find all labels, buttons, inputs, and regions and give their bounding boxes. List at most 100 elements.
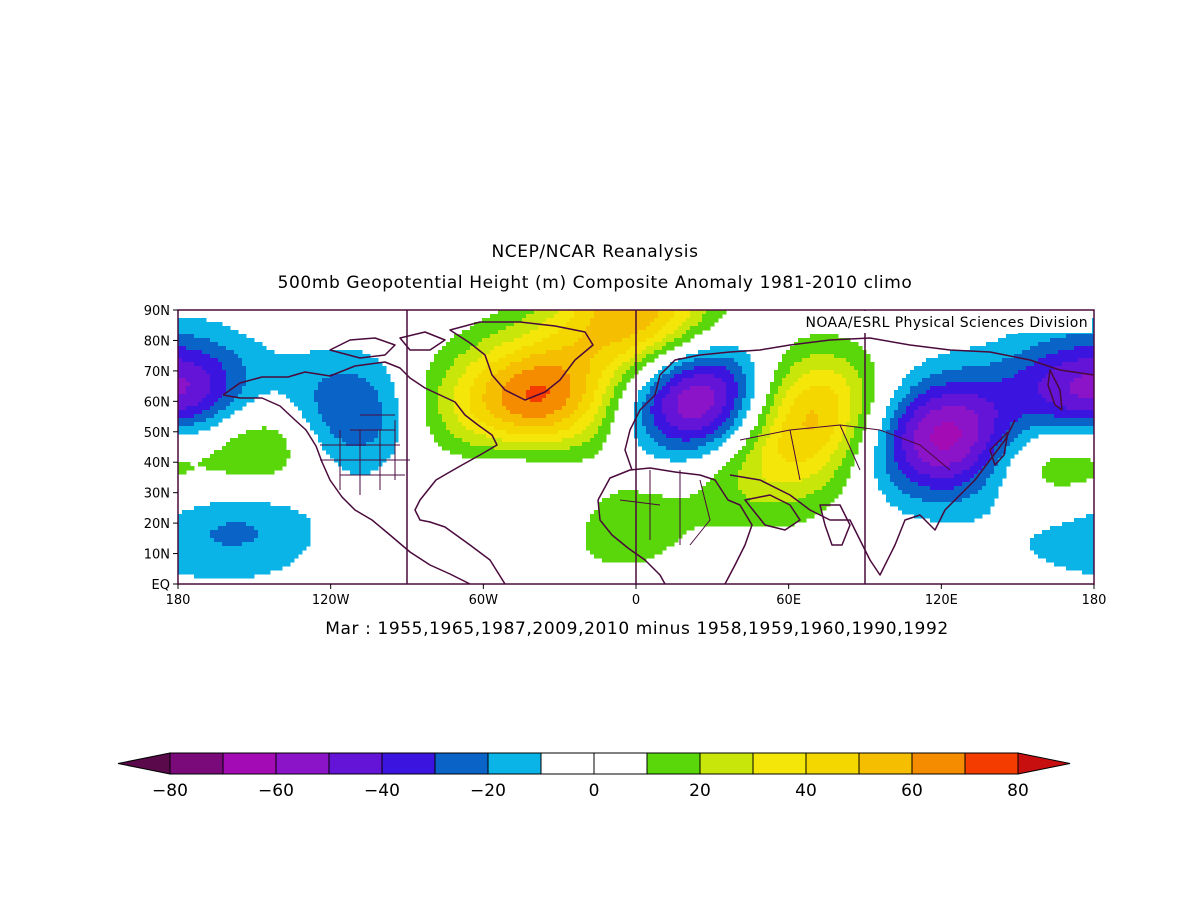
anomaly-cell [1018,410,1023,415]
anomaly-cell [658,382,663,387]
anomaly-cell [690,366,695,371]
anomaly-cell [1002,370,1007,375]
anomaly-cell [190,374,195,379]
anomaly-cell [354,378,359,383]
anomaly-cell [638,354,643,359]
anomaly-cell [654,346,659,351]
anomaly-cell [530,314,535,319]
anomaly-cell [1026,366,1031,371]
anomaly-cell [614,338,619,343]
anomaly-cell [1074,426,1079,431]
anomaly-cell [910,394,915,399]
anomaly-cell [606,390,611,395]
anomaly-cell [578,370,583,375]
anomaly-cell [810,338,815,343]
anomaly-cell [202,374,207,379]
anomaly-cell [642,362,647,367]
anomaly-cell [298,366,303,371]
anomaly-cell [218,394,223,399]
anomaly-cell [1006,418,1011,423]
anomaly-cell [814,390,819,395]
anomaly-cell [182,386,187,391]
anomaly-cell [1086,374,1091,379]
anomaly-cell [614,322,619,327]
anomaly-cell [198,402,203,407]
anomaly-cell [186,366,191,371]
anomaly-cell [966,406,971,411]
anomaly-cell [490,314,495,319]
anomaly-cell [822,334,827,339]
anomaly-cell [826,354,831,359]
anomaly-cell [542,394,547,399]
anomaly-cell [922,410,927,415]
anomaly-cell [546,390,551,395]
anomaly-cell [526,326,531,331]
anomaly-cell [518,378,523,383]
anomaly-cell [334,426,339,431]
anomaly-cell [846,338,851,343]
anomaly-cell [626,358,631,363]
anomaly-cell [626,354,631,359]
anomaly-cell [210,386,215,391]
anomaly-cell [250,430,255,435]
anomaly-cell [766,406,771,411]
anomaly-cell [1030,418,1035,423]
anomaly-cell [386,410,391,415]
anomaly-cell [198,390,203,395]
anomaly-cell [562,358,567,363]
anomaly-cell [1070,386,1075,391]
anomaly-cell [1050,366,1055,371]
anomaly-cell [186,370,191,375]
anomaly-cell [798,346,803,351]
anomaly-cell [566,402,571,407]
anomaly-cell [502,410,507,415]
anomaly-cell [798,386,803,391]
anomaly-cell [218,386,223,391]
anomaly-cell [930,398,935,403]
anomaly-cell [674,398,679,403]
anomaly-cell [458,394,463,399]
anomaly-cell [806,346,811,351]
anomaly-cell [934,402,939,407]
anomaly-cell [1006,402,1011,407]
anomaly-cell [694,314,699,319]
anomaly-cell [978,414,983,419]
anomaly-cell [298,354,303,359]
anomaly-cell [670,374,675,379]
anomaly-cell [1010,418,1015,423]
anomaly-cell [534,390,539,395]
anomaly-cell [686,366,691,371]
anomaly-cell [866,378,871,383]
anomaly-cell [710,426,715,431]
anomaly-cell [582,370,587,375]
anomaly-cell [1086,426,1091,431]
anomaly-cell [966,374,971,379]
anomaly-cell [682,326,687,331]
anomaly-cell [646,346,651,351]
anomaly-cell [610,406,615,411]
anomaly-cell [678,322,683,327]
anomaly-cell [1070,350,1075,355]
anomaly-cell [1090,354,1094,359]
anomaly-cell [578,418,583,423]
anomaly-cell [526,330,531,335]
anomaly-cell [550,402,555,407]
anomaly-cell [822,378,827,383]
anomaly-cell [758,422,763,427]
anomaly-cell [910,382,915,387]
anomaly-cell [846,386,851,391]
anomaly-cell [218,414,223,419]
anomaly-cell [318,402,323,407]
anomaly-cell [666,406,671,411]
anomaly-cell [1082,390,1087,395]
anomaly-cell [966,386,971,391]
anomaly-cell [922,370,927,375]
anomaly-cell [538,318,543,323]
anomaly-cell [430,414,435,419]
anomaly-cell [494,314,499,319]
anomaly-cell [594,410,599,415]
anomaly-cell [518,422,523,427]
anomaly-cell [978,390,983,395]
anomaly-cell [186,410,191,415]
anomaly-cell [810,410,815,415]
